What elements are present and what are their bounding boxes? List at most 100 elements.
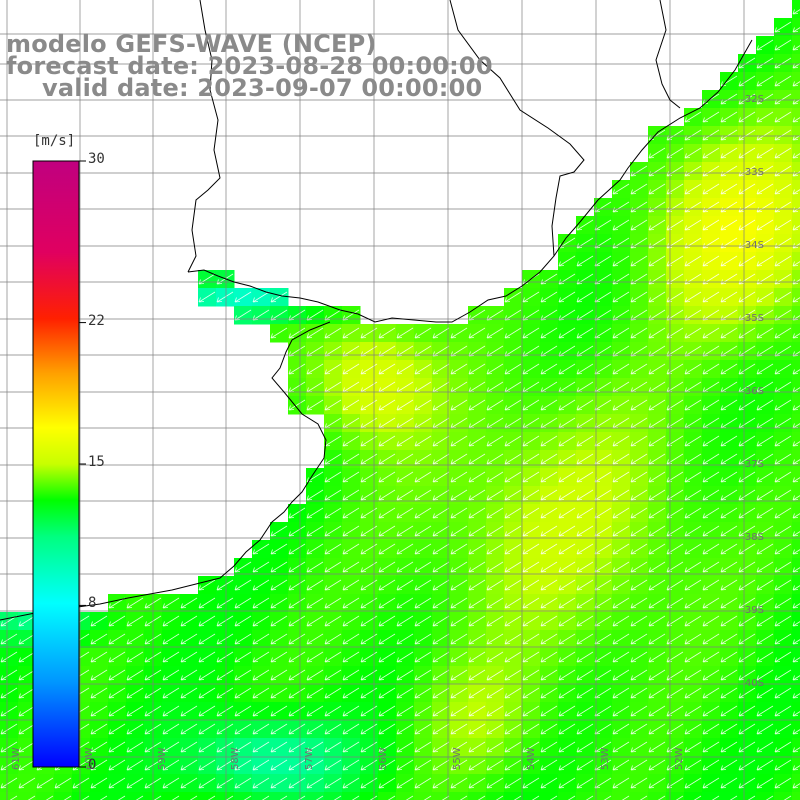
wind-arrow xyxy=(468,759,486,771)
wind-arrow xyxy=(396,777,414,789)
wind-arrow xyxy=(540,669,558,681)
wind-arrow xyxy=(702,723,720,735)
wind-cell xyxy=(792,756,800,775)
wind-arrow xyxy=(738,669,756,681)
wind-arrow xyxy=(702,363,720,375)
wind-cell xyxy=(108,792,127,800)
wind-arrow xyxy=(468,579,486,591)
wind-arrow xyxy=(342,615,360,627)
wind-arrow xyxy=(18,777,36,789)
wind-arrow xyxy=(522,579,540,591)
wind-arrow xyxy=(504,669,522,681)
wind-arrow xyxy=(396,669,414,681)
wind-arrow xyxy=(378,687,396,699)
wind-arrow xyxy=(684,219,702,231)
wind-arrow xyxy=(792,81,800,87)
wind-arrow xyxy=(630,741,648,753)
wind-arrow xyxy=(162,759,180,771)
wind-arrow xyxy=(252,561,270,573)
wind-arrow xyxy=(270,687,288,699)
lat-label: 39S xyxy=(744,605,764,616)
wind-arrow xyxy=(720,615,738,627)
wind-arrow xyxy=(270,597,288,609)
wind-arrow xyxy=(450,543,468,555)
wind-arrow xyxy=(126,741,144,753)
wind-arrow xyxy=(774,219,792,231)
wind-arrow xyxy=(738,705,756,717)
wind-arrow xyxy=(540,777,558,789)
wind-arrow xyxy=(234,561,252,573)
wind-arrow xyxy=(576,471,594,483)
wind-arrow xyxy=(198,759,216,771)
wind-arrow xyxy=(324,597,342,609)
wind-arrow xyxy=(540,453,558,465)
wind-arrow xyxy=(342,723,360,735)
wind-arrow xyxy=(612,687,630,699)
wind-arrow xyxy=(774,597,792,609)
wind-arrow xyxy=(612,561,630,573)
wind-arrow xyxy=(126,723,144,735)
wind-arrow xyxy=(738,75,756,87)
wind-arrow xyxy=(630,219,648,231)
wind-arrow xyxy=(630,759,648,771)
wind-arrow xyxy=(792,729,800,735)
wind-arrow xyxy=(540,291,558,303)
wind-arrow xyxy=(432,327,450,339)
wind-arrow xyxy=(612,255,630,267)
wind-cell xyxy=(252,792,271,800)
wind-arrow xyxy=(720,723,738,735)
wind-arrow xyxy=(756,255,774,267)
wind-arrow xyxy=(504,561,522,573)
wind-arrow xyxy=(450,687,468,699)
wind-arrow xyxy=(684,507,702,519)
wind-arrow xyxy=(342,597,360,609)
wind-arrow xyxy=(522,687,540,699)
wind-arrow xyxy=(504,723,522,735)
wind-cell xyxy=(36,792,55,800)
wind-arrow xyxy=(450,777,468,789)
wind-arrow xyxy=(288,633,306,645)
wind-arrow xyxy=(342,327,360,339)
wind-arrow xyxy=(756,507,774,519)
wind-arrow xyxy=(558,471,576,483)
wind-arrow xyxy=(774,489,792,501)
wind-arrow xyxy=(198,669,216,681)
wind-arrow xyxy=(36,777,54,789)
wind-arrow xyxy=(684,615,702,627)
wind-arrow xyxy=(504,543,522,555)
wind-arrow xyxy=(540,489,558,501)
wind-arrow xyxy=(540,633,558,645)
wind-arrow xyxy=(54,777,72,789)
wind-arrow xyxy=(738,453,756,465)
wind-arrow xyxy=(234,741,252,753)
wind-arrow xyxy=(288,777,306,789)
wind-arrow xyxy=(108,741,126,753)
lon-label: 56W xyxy=(378,747,389,770)
wind-arrow xyxy=(252,615,270,627)
wind-arrow xyxy=(198,291,216,303)
wind-arrow xyxy=(459,795,468,800)
wind-arrow xyxy=(180,759,198,771)
wind-arrow xyxy=(468,543,486,555)
wind-arrow xyxy=(396,453,414,465)
wind-arrow xyxy=(450,579,468,591)
wind-arrow xyxy=(432,723,450,735)
wind-arrow xyxy=(774,525,792,537)
wind-arrow xyxy=(135,795,144,800)
wind-arrow xyxy=(729,795,738,800)
wind-arrow xyxy=(126,669,144,681)
wind-arrow xyxy=(378,327,396,339)
wind-arrow xyxy=(90,615,108,627)
wind-arrow xyxy=(792,477,800,483)
wind-arrow xyxy=(558,723,576,735)
wind-arrow xyxy=(702,687,720,699)
wind-arrow xyxy=(342,363,360,375)
wind-arrow xyxy=(720,363,738,375)
wind-arrow xyxy=(558,561,576,573)
wind-arrow xyxy=(486,759,504,771)
wind-arrow xyxy=(612,777,630,789)
wind-arrow xyxy=(522,669,540,681)
wind-cell xyxy=(792,594,800,613)
wind-arrow xyxy=(288,507,306,519)
